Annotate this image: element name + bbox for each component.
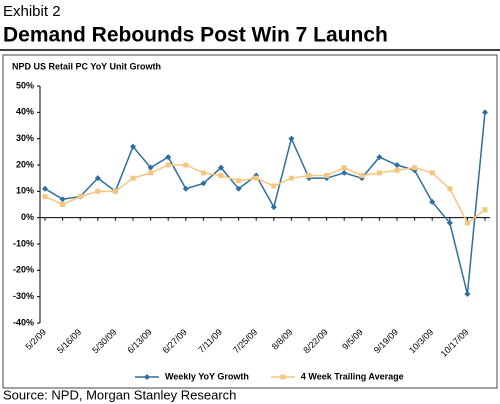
y-tick-label: 30% <box>16 133 34 143</box>
point <box>464 291 471 298</box>
y-tick-label: -30% <box>13 291 34 301</box>
point <box>306 173 312 179</box>
y-tick-label: -20% <box>13 265 34 275</box>
y-tick-label: -40% <box>13 317 34 327</box>
exhibit-label: Exhibit 2 <box>3 3 61 20</box>
x-tick-label: 5/16/09 <box>55 327 83 355</box>
point <box>112 188 118 194</box>
x-tick-label: 5/2/09 <box>23 327 48 352</box>
point <box>77 194 83 200</box>
point <box>165 154 172 161</box>
x-tick-label: 9/5/09 <box>340 327 365 352</box>
x-tick-label: 7/11/09 <box>196 327 224 355</box>
y-tick-label: -10% <box>13 238 34 248</box>
y-tick-label: 50% <box>16 80 34 90</box>
point <box>288 135 295 142</box>
point <box>218 164 224 171</box>
point <box>376 154 383 161</box>
x-tick-label: 6/13/09 <box>125 327 153 355</box>
point <box>324 173 330 179</box>
point <box>412 165 418 171</box>
point <box>95 188 101 194</box>
point <box>147 164 154 171</box>
point <box>94 175 101 182</box>
x-tick-label: 10/17/09 <box>439 327 471 359</box>
point <box>130 175 136 181</box>
legend-label: 4 Week Trailing Average <box>301 371 404 381</box>
point <box>482 109 488 116</box>
point <box>341 169 348 176</box>
point <box>376 170 382 176</box>
point <box>183 162 189 168</box>
point <box>253 175 259 181</box>
point <box>200 180 207 187</box>
point <box>447 186 453 192</box>
point <box>341 165 347 171</box>
legend-marker <box>280 374 286 380</box>
source: Source: NPD, Morgan Stanley Research <box>3 387 236 402</box>
y-tick-label: 20% <box>16 159 34 169</box>
point <box>359 173 365 179</box>
x-tick-label: 7/25/09 <box>231 327 259 355</box>
chart-subtitle: NPD US Retail PC YoY Unit Growth <box>12 61 161 71</box>
point <box>464 220 470 226</box>
point <box>235 185 242 192</box>
point <box>236 178 242 184</box>
point <box>42 194 48 200</box>
point <box>130 143 136 150</box>
point <box>271 183 277 189</box>
point <box>446 219 453 226</box>
y-tick-label: 0% <box>21 212 34 222</box>
point <box>148 170 154 176</box>
y-tick-label: 40% <box>16 107 34 117</box>
chart-title: Demand Rebounds Post Win 7 Launch <box>3 24 388 47</box>
point <box>59 196 66 203</box>
point <box>165 162 171 168</box>
y-tick-label: 10% <box>16 186 34 196</box>
x-tick-label: 8/8/09 <box>270 327 295 352</box>
point <box>394 167 400 173</box>
legend-marker <box>144 374 150 380</box>
point <box>182 185 189 192</box>
point <box>482 207 488 213</box>
x-tick-label: 8/22/09 <box>301 327 329 355</box>
point <box>429 170 435 176</box>
point <box>288 175 294 181</box>
point <box>42 185 48 192</box>
legend-label: Weekly YoY Growth <box>165 371 249 381</box>
x-tick-label: 10/3/09 <box>407 327 435 355</box>
point <box>429 198 436 205</box>
point <box>218 173 224 179</box>
point <box>200 170 206 176</box>
point <box>394 162 400 168</box>
x-tick-label: 9/19/09 <box>372 327 400 355</box>
x-tick-label: 6/27/09 <box>161 327 189 355</box>
x-tick-label: 5/30/09 <box>90 327 118 355</box>
chart-frame <box>2 54 498 389</box>
series-line <box>44 112 486 295</box>
series-line <box>44 164 486 225</box>
point <box>270 204 277 211</box>
point <box>60 202 66 207</box>
